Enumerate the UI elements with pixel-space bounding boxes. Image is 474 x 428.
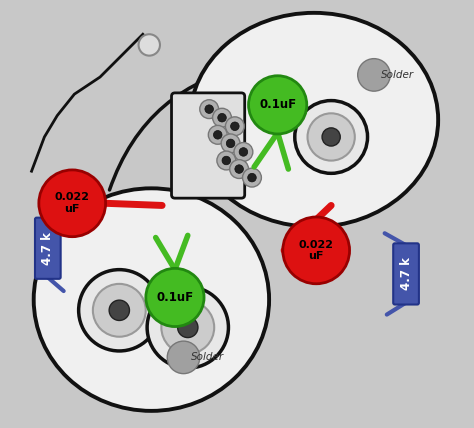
Circle shape (200, 100, 219, 119)
Circle shape (308, 113, 355, 160)
Circle shape (230, 122, 239, 131)
Text: 4.7 k: 4.7 k (400, 258, 412, 290)
Text: Solder: Solder (381, 70, 414, 80)
Circle shape (322, 128, 340, 146)
Circle shape (283, 217, 349, 284)
Text: 0.022
uF: 0.022 uF (299, 240, 334, 261)
Circle shape (230, 160, 248, 178)
Circle shape (226, 117, 244, 136)
Circle shape (209, 125, 227, 144)
Circle shape (226, 139, 235, 148)
Circle shape (218, 113, 226, 122)
Text: 0.1uF: 0.1uF (156, 291, 193, 304)
Text: 4.7 k: 4.7 k (41, 232, 55, 265)
FancyBboxPatch shape (393, 243, 419, 305)
Circle shape (358, 59, 390, 91)
Text: 0.1uF: 0.1uF (259, 98, 296, 111)
Circle shape (217, 151, 236, 170)
FancyBboxPatch shape (35, 218, 61, 279)
Circle shape (239, 148, 248, 156)
Circle shape (222, 156, 230, 165)
Ellipse shape (190, 13, 438, 227)
Circle shape (167, 341, 200, 374)
Ellipse shape (34, 188, 269, 411)
Circle shape (221, 134, 240, 153)
Circle shape (213, 108, 231, 127)
Circle shape (234, 143, 253, 161)
Circle shape (248, 173, 256, 182)
Circle shape (39, 170, 106, 237)
Text: 0.022
uF: 0.022 uF (55, 193, 90, 214)
Circle shape (243, 168, 261, 187)
Circle shape (147, 287, 228, 368)
Circle shape (235, 165, 244, 173)
Circle shape (248, 76, 307, 134)
Circle shape (213, 131, 222, 139)
Circle shape (205, 105, 213, 113)
Circle shape (178, 317, 198, 338)
Circle shape (93, 284, 146, 337)
Circle shape (109, 300, 129, 321)
FancyBboxPatch shape (172, 93, 245, 198)
Text: Solder: Solder (191, 352, 224, 363)
Circle shape (138, 34, 160, 56)
Circle shape (146, 268, 204, 327)
FancyArrowPatch shape (109, 65, 255, 190)
Circle shape (79, 270, 160, 351)
Circle shape (295, 101, 367, 173)
Circle shape (161, 301, 214, 354)
